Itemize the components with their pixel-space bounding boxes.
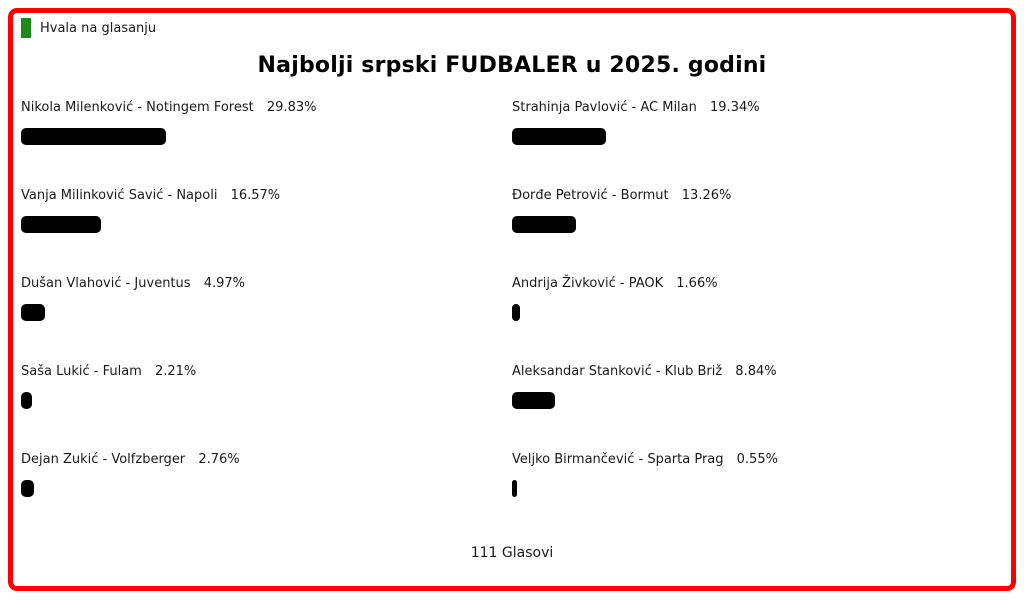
poll-option-label: Vanja Milinković Savić - Napoli [21, 188, 218, 203]
poll-option: Strahinja Pavlović - AC Milan 19.34% [512, 100, 997, 145]
total-votes: 111 Glasovi [470, 545, 554, 561]
poll-option-label: Nikola Milenković - Notingem Forest [21, 100, 254, 115]
poll-option-label: Andrija Živković - PAOK [512, 276, 664, 291]
poll-option: Đorđe Petrović - Bormut 13.26% [512, 188, 997, 233]
poll-option-label: Strahinja Pavlović - AC Milan [512, 100, 697, 115]
poll-option-bar [512, 392, 555, 409]
poll-option-percent: 2.21% [154, 364, 197, 379]
poll-option-bar-track [512, 304, 997, 321]
poll-results-panel: Hvala na glasanju Najbolji srpski FUDBAL… [8, 8, 1016, 591]
poll-option-bar-track [512, 128, 997, 145]
poll-option-bar [512, 216, 577, 233]
poll-option-bar [21, 392, 32, 409]
poll-title: Najbolji srpski FUDBALER u 2025. godini [257, 53, 767, 78]
poll-option-label: Veljko Birmančević - Sparta Prag [512, 452, 724, 467]
poll-option-bar-track [21, 480, 506, 497]
poll-option-bar [21, 304, 46, 321]
poll-option-percent: 13.26% [681, 188, 732, 203]
poll-option: Dejan Zukić - Volfzberger 2.76% [21, 452, 506, 497]
poll-option-label: Saša Lukić - Fulam [21, 364, 142, 379]
poll-option-percent: 0.55% [736, 452, 778, 467]
poll-option-percent: 4.97% [203, 276, 245, 291]
poll-option: Veljko Birmančević - Sparta Prag 0.55% [512, 452, 997, 497]
poll-option-bar [21, 480, 35, 497]
poll-option: Nikola Milenković - Notingem Forest 29.8… [21, 100, 506, 145]
poll-option-label: Dejan Zukić - Volfzberger [21, 452, 186, 467]
poll-option-bar-track [21, 128, 506, 145]
vote-status-text: Hvala na glasanju [40, 20, 157, 36]
green-bar-icon [21, 18, 31, 38]
poll-option-percent: 8.84% [735, 364, 777, 379]
poll-option-label: Dušan Vlahović - Juventus [21, 276, 191, 291]
poll-option: Saša Lukić - Fulam 2.21% [21, 364, 506, 409]
poll-column-right: Strahinja Pavlović - AC Milan 19.34% Đor… [512, 100, 1003, 540]
poll-option-bar [21, 216, 102, 233]
poll-option-bar [512, 128, 606, 145]
poll-option-percent: 1.66% [676, 276, 718, 291]
poll-option-bar-track [21, 392, 506, 409]
poll-option-bar [512, 480, 517, 497]
poll-option-bar-track [512, 392, 997, 409]
poll-option: Aleksandar Stanković - Klub Briž 8.84% [512, 364, 997, 409]
poll-results-grid: Nikola Milenković - Notingem Forest 29.8… [21, 100, 1003, 540]
poll-option-percent: 2.76% [198, 452, 240, 467]
poll-option-bar-track [21, 216, 506, 233]
poll-option: Dušan Vlahović - Juventus 4.97% [21, 276, 506, 321]
poll-column-left: Nikola Milenković - Notingem Forest 29.8… [21, 100, 512, 540]
poll-option-percent: 16.57% [230, 188, 281, 203]
poll-option-bar-track [21, 304, 506, 321]
poll-option-bar-track [512, 480, 997, 497]
poll-option: Vanja Milinković Savić - Napoli 16.57% [21, 188, 506, 233]
poll-option: Andrija Živković - PAOK 1.66% [512, 276, 997, 321]
vote-status: Hvala na glasanju [21, 17, 1003, 39]
poll-option-label: Aleksandar Stanković - Klub Briž [512, 364, 723, 379]
poll-option-bar [512, 304, 521, 321]
poll-option-bar [21, 128, 166, 145]
poll-option-percent: 29.83% [266, 100, 317, 115]
poll-option-label: Đorđe Petrović - Bormut [512, 188, 669, 203]
poll-option-percent: 19.34% [710, 100, 760, 115]
poll-option-bar-track [512, 216, 997, 233]
